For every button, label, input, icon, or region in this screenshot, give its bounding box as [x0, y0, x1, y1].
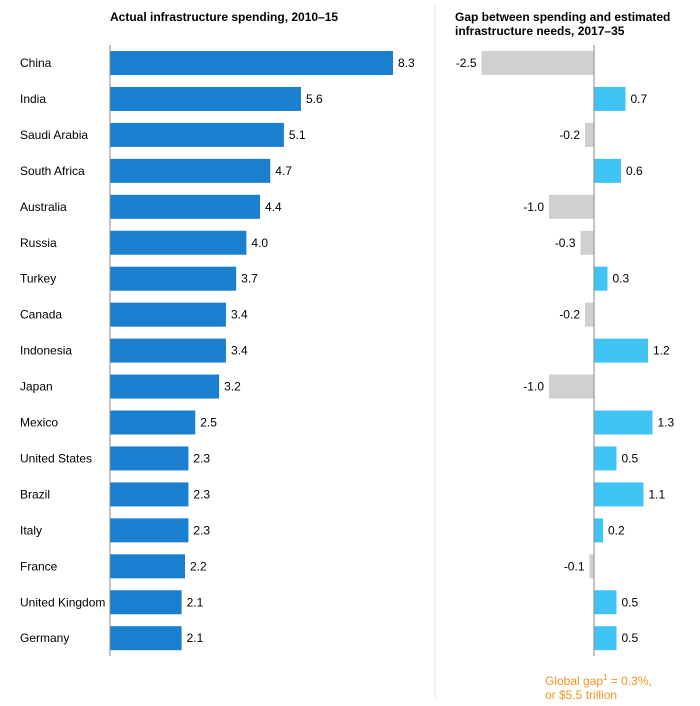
gap-value-label: -2.5	[456, 56, 477, 70]
spending-bar	[110, 374, 220, 399]
category-label: Indonesia	[20, 344, 72, 358]
gap-bar	[594, 518, 603, 543]
spending-value-label: 3.4	[231, 344, 248, 358]
spending-value-label: 2.3	[193, 523, 210, 537]
gap-bar	[594, 266, 608, 291]
gap-bar	[594, 158, 621, 183]
category-label: United States	[20, 451, 92, 465]
spending-bar	[110, 230, 247, 255]
left-title-text: Actual infrastructure spending, 2010–15	[110, 10, 339, 24]
spending-value-label: 3.4	[231, 308, 248, 322]
gap-bar	[594, 590, 617, 615]
gap-value-label: -1.0	[523, 380, 544, 394]
spending-bar	[110, 446, 189, 471]
gap-value-label: 1.2	[653, 344, 670, 358]
gap-bar	[585, 302, 594, 327]
category-label: South Africa	[20, 164, 85, 178]
spending-value-label: 2.5	[200, 416, 217, 430]
spending-bar	[110, 518, 189, 543]
spending-bar	[110, 122, 284, 147]
spending-bar	[110, 302, 226, 327]
gap-value-label: -0.2	[559, 128, 580, 142]
spending-value-label: 2.3	[193, 451, 210, 465]
gap-value-label: 0.3	[613, 272, 630, 286]
gap-bar	[594, 482, 644, 507]
spending-bar	[110, 482, 189, 507]
gap-value-label: -0.3	[555, 236, 576, 250]
spending-value-label: 2.2	[190, 559, 207, 573]
category-label: Turkey	[20, 272, 56, 286]
gap-value-label: 0.2	[608, 523, 625, 537]
category-label: Mexico	[20, 416, 58, 430]
gap-bar	[594, 410, 653, 435]
category-label: Japan	[20, 380, 53, 394]
gap-value-label: -0.2	[559, 308, 580, 322]
gap-bar	[549, 374, 594, 399]
spending-value-label: 4.7	[275, 164, 292, 178]
footnote-superscript: 1	[603, 673, 608, 682]
spending-bar	[110, 590, 182, 615]
spending-bar	[110, 194, 261, 219]
spending-bar	[110, 554, 186, 579]
gap-value-label: 0.7	[631, 92, 648, 106]
spending-value-label: 2.3	[193, 487, 210, 501]
gap-value-label: -1.0	[523, 200, 544, 214]
right-chart-title: Gap between spending and estimated infra…	[455, 10, 685, 38]
gap-value-label: 0.5	[622, 595, 639, 609]
gap-bar	[594, 338, 648, 363]
spending-bar	[110, 410, 196, 435]
spending-value-label: 2.1	[187, 631, 204, 645]
spending-bar	[110, 626, 182, 651]
global-gap-note: Global gap1 = 0.3%, or $5.5 trillion	[545, 671, 652, 702]
footnote-line2: or $5.5 trillion	[545, 688, 618, 702]
spending-value-label: 3.2	[224, 380, 241, 394]
spending-value-label: 5.1	[289, 128, 306, 142]
gap-bar	[594, 626, 617, 651]
gap-bar	[594, 446, 617, 471]
category-label: France	[20, 559, 58, 573]
category-label: Saudi Arabia	[20, 128, 88, 142]
spending-value-label: 2.1	[187, 595, 204, 609]
category-label: Canada	[20, 308, 62, 322]
category-label: Germany	[20, 631, 69, 645]
gap-bar	[585, 122, 594, 147]
category-label: Italy	[20, 523, 42, 537]
category-label: India	[20, 92, 46, 106]
category-label: United Kingdom	[20, 595, 105, 609]
spending-value-label: 8.3	[398, 56, 415, 70]
gap-bar	[481, 51, 594, 75]
footnote-suffix: = 0.3%,	[607, 674, 652, 688]
spending-value-label: 3.7	[241, 272, 258, 286]
spending-bar	[110, 158, 271, 183]
gap-value-label: 1.3	[658, 416, 675, 430]
category-label: Australia	[20, 200, 67, 214]
gap-value-label: 0.5	[622, 631, 639, 645]
category-label: Brazil	[20, 487, 50, 501]
spending-bar	[110, 86, 301, 111]
gap-value-label: 0.6	[626, 164, 643, 178]
gap-value-label: -0.1	[564, 559, 585, 573]
spending-value-label: 4.0	[251, 236, 268, 250]
spending-bar	[110, 338, 226, 363]
gap-bar	[580, 230, 594, 255]
gap-bar	[589, 554, 594, 579]
left-chart-title: Actual infrastructure spending, 2010–15	[110, 10, 350, 24]
spending-value-label: 5.6	[306, 92, 323, 106]
spending-bar	[110, 266, 237, 291]
footnote-prefix: Global gap	[545, 674, 604, 688]
gap-bar	[594, 86, 626, 111]
gap-bar	[549, 194, 594, 219]
spending-bar	[110, 51, 394, 75]
gap-value-label: 1.1	[649, 487, 666, 501]
category-label: Russia	[20, 236, 57, 250]
gap-value-label: 0.5	[622, 451, 639, 465]
right-title-text: Gap between spending and estimated infra…	[455, 10, 671, 38]
spending-value-label: 4.4	[265, 200, 282, 214]
category-label: China	[20, 56, 52, 70]
